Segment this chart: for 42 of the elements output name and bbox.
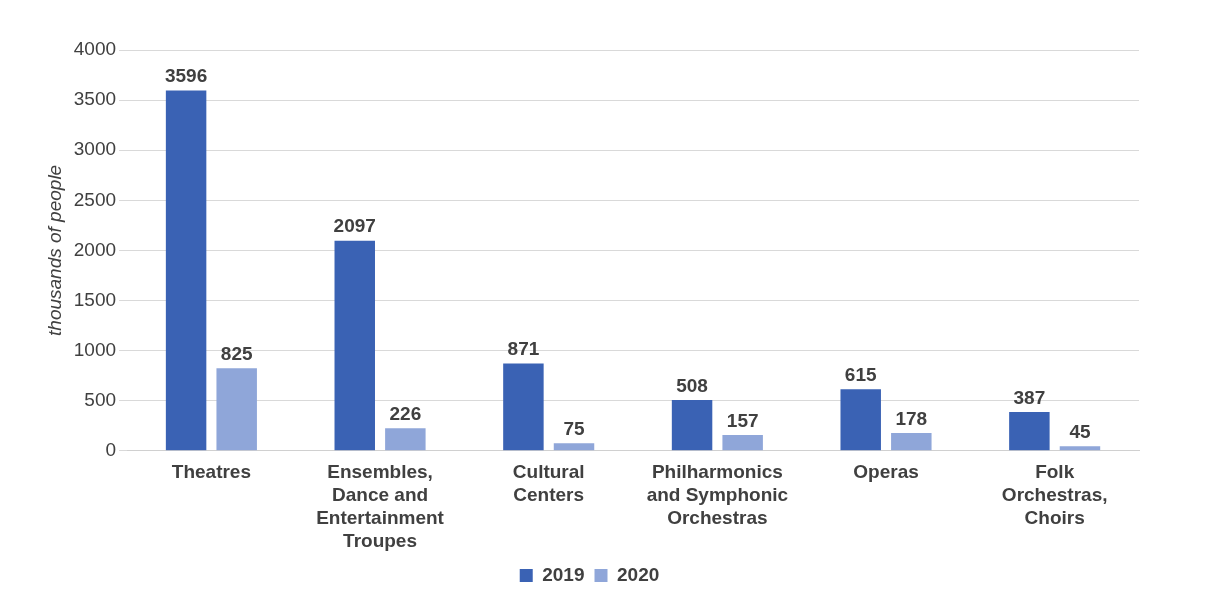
y-axis-title: thousands of people [43,164,65,336]
y-tick-label: 500 [84,388,117,410]
bar [216,368,257,451]
data-label: 387 [1013,386,1046,408]
data-label: 615 [844,363,877,385]
legend-label: 2019 [542,563,585,585]
x-tick-label: Philharmonics and Symphonic Orchestras [646,461,789,529]
bar [891,432,932,451]
x-tick-label: Folk Orchestras, Choirs [1001,461,1108,529]
bar [1009,412,1050,451]
data-label: 2097 [333,215,376,237]
data-label: 871 [507,338,540,360]
bar [503,363,544,451]
bar [1059,446,1101,451]
x-tick-label: Operas [853,461,919,483]
data-label: 825 [220,342,253,364]
bar [334,240,375,451]
bar [385,428,426,451]
data-label: 226 [389,402,422,424]
data-label: 178 [895,407,928,429]
data-label: 45 [1069,421,1091,443]
x-tick-label: Theatres [171,461,251,483]
y-tick-label: 3000 [73,138,117,160]
y-tick-label: 2500 [73,188,117,210]
x-tick-label: Ensembles, Dance and Entertainment Troupes [316,461,445,551]
data-label: 3596 [164,65,208,87]
y-tick-label: 3500 [73,88,117,110]
y-tick-label: 2000 [73,238,117,260]
bar [165,90,207,451]
y-tick-label: 1500 [73,288,117,310]
y-tick-label: 0 [105,439,117,461]
legend-label: 2020 [617,563,660,585]
data-label: 75 [563,418,585,440]
x-tick-label: Cultural Centers [512,461,585,506]
bar [553,443,595,451]
bar [722,435,763,451]
bar [671,399,713,451]
bar [840,389,881,451]
y-tick-label: 1000 [73,338,117,360]
data-label: 508 [676,374,708,396]
data-label: 157 [726,409,759,431]
y-tick-label: 4000 [73,38,117,60]
